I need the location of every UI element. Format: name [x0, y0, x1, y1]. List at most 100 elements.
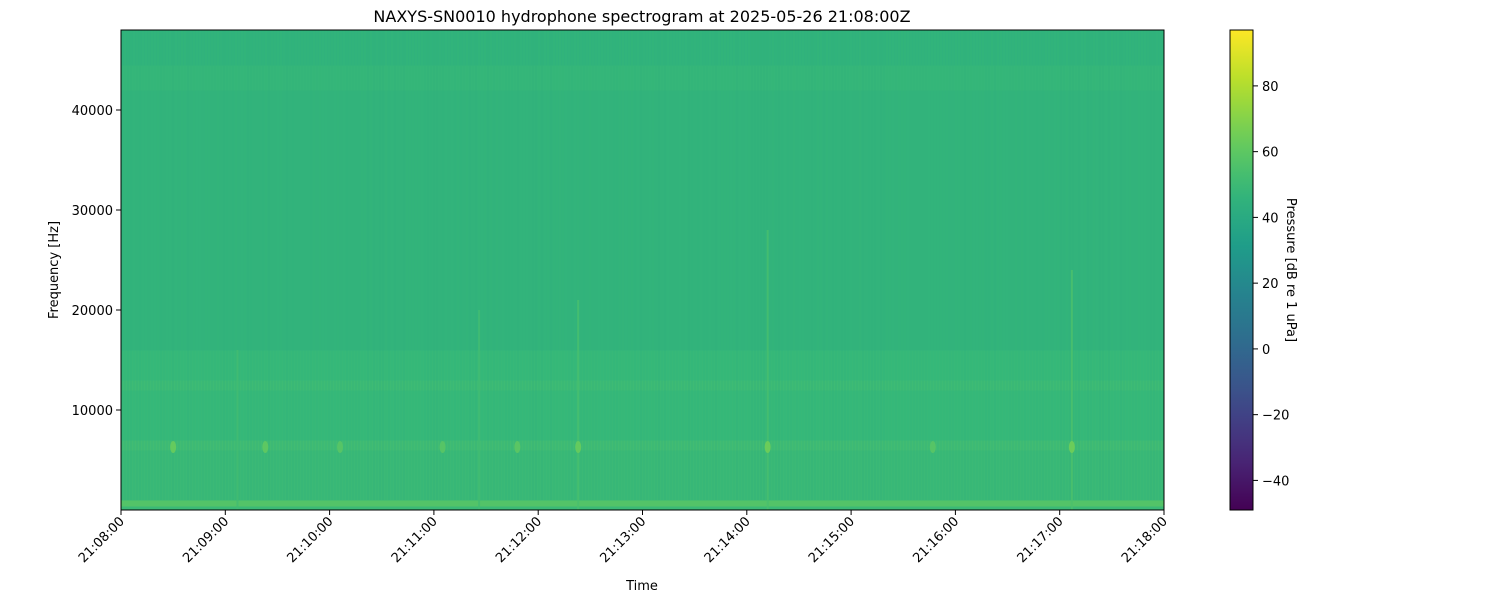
- texture-stripe: [1081, 30, 1083, 500]
- texture-stripe: [502, 30, 504, 500]
- frequency-band-cell: [121, 30, 1164, 66]
- texture-stripe: [790, 30, 792, 500]
- texture-stripe: [316, 30, 318, 500]
- texture-stripe: [988, 30, 990, 500]
- texture-stripe: [1108, 30, 1110, 500]
- texture-stripe: [577, 30, 579, 500]
- texture-stripe: [547, 30, 549, 500]
- texture-stripe: [1039, 30, 1041, 500]
- texture-stripe: [853, 30, 855, 500]
- texture-stripe: [610, 30, 612, 500]
- texture-stripe: [646, 30, 648, 500]
- texture-stripe: [1156, 30, 1158, 500]
- texture-stripe: [223, 30, 225, 500]
- texture-stripe: [133, 30, 135, 500]
- texture-stripe: [202, 30, 204, 500]
- texture-stripe: [922, 30, 924, 500]
- texture-stripe: [1114, 30, 1116, 500]
- texture-stripe: [280, 30, 282, 500]
- tonal-event: [262, 441, 269, 453]
- texture-stripe: [910, 30, 912, 500]
- texture-stripe: [439, 30, 441, 500]
- texture-stripe: [889, 30, 891, 500]
- texture-stripe: [934, 30, 936, 500]
- texture-stripe: [157, 30, 159, 500]
- broadband-streak: [236, 350, 239, 510]
- texture-stripe: [226, 30, 228, 500]
- texture-stripe: [484, 30, 486, 500]
- texture-stripe: [781, 30, 783, 500]
- texture-stripe: [1159, 30, 1161, 500]
- texture-stripe: [328, 30, 330, 500]
- texture-stripe: [154, 30, 156, 500]
- texture-stripe: [964, 30, 966, 500]
- texture-stripe: [127, 30, 129, 500]
- texture-stripe: [1060, 30, 1062, 500]
- x-axis: 21:08:00 21:09:00 21:10:00 21:11:00 21:12:00…: [76, 510, 1171, 566]
- texture-stripe: [592, 30, 594, 500]
- texture-stripe: [574, 30, 576, 500]
- texture-stripe: [1036, 30, 1038, 500]
- texture-stripe: [712, 30, 714, 500]
- texture-stripe: [262, 30, 264, 500]
- texture-stripe: [946, 30, 948, 500]
- frequency-band-cell: [121, 500, 1164, 507]
- texture-stripe: [523, 30, 525, 500]
- texture-stripe: [622, 30, 624, 500]
- texture-stripe: [1090, 30, 1092, 500]
- texture-stripe: [1051, 30, 1053, 500]
- texture-stripe: [151, 30, 153, 500]
- tonal-event: [170, 441, 177, 453]
- texture-stripe: [676, 30, 678, 500]
- texture-stripe: [160, 30, 162, 500]
- colorbar: [1229, 29, 1254, 511]
- texture-stripe: [304, 30, 306, 500]
- texture-stripe: [1111, 30, 1113, 500]
- texture-stripe: [1045, 30, 1047, 500]
- texture-stripe: [466, 30, 468, 500]
- texture-stripe: [475, 30, 477, 500]
- texture-stripe: [679, 30, 681, 500]
- frequency-band-cell: [121, 450, 1164, 501]
- texture-stripe: [601, 30, 603, 500]
- chart-title: NAXYS-SN0010 hydrophone spectrogram at 2…: [373, 7, 910, 26]
- colorbar-tick-label: 20: [1262, 277, 1279, 292]
- colorbar-tick-label: 0: [1262, 343, 1270, 358]
- texture-stripe: [859, 30, 861, 500]
- texture-stripe: [286, 30, 288, 500]
- texture-stripe: [259, 30, 261, 500]
- texture-stripe: [535, 30, 537, 500]
- x-tick-label: 21:15:00: [806, 514, 858, 566]
- texture-stripe: [295, 30, 297, 500]
- colorbar-tick-label: 60: [1262, 146, 1279, 161]
- texture-stripe: [487, 30, 489, 500]
- texture-stripe: [481, 30, 483, 500]
- spectrogram-plot-area: [121, 30, 1164, 510]
- texture-stripe: [211, 30, 213, 500]
- texture-stripe: [844, 30, 846, 500]
- texture-stripe: [490, 30, 492, 500]
- texture-stripe: [583, 30, 585, 500]
- x-tick-label: 21:18:00: [1119, 514, 1171, 566]
- texture-stripe: [397, 30, 399, 500]
- texture-stripe: [739, 30, 741, 500]
- texture-stripe: [952, 30, 954, 500]
- frequency-band-cell: [121, 350, 1164, 381]
- broadband-streak: [1070, 270, 1073, 510]
- texture-stripe: [325, 30, 327, 500]
- texture-stripe: [985, 30, 987, 500]
- texture-stripe: [232, 30, 234, 500]
- texture-stripe: [394, 30, 396, 500]
- texture-stripe: [673, 30, 675, 500]
- broadband-streak: [766, 230, 769, 510]
- texture-stripe: [730, 30, 732, 500]
- texture-stripe: [1069, 30, 1071, 500]
- y-axis-label: Frequency [Hz]: [47, 221, 62, 319]
- texture-stripe: [637, 30, 639, 500]
- texture-stripe: [208, 30, 210, 500]
- texture-stripe: [565, 30, 567, 500]
- texture-stripe: [274, 30, 276, 500]
- texture-stripe: [1096, 30, 1098, 500]
- texture-stripe: [196, 30, 198, 500]
- broadband-streak: [577, 300, 580, 510]
